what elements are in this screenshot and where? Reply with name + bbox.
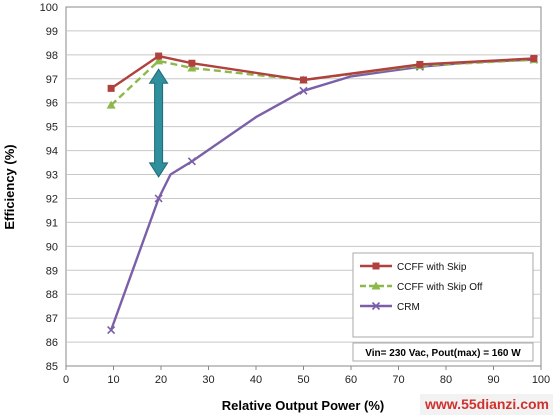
- y-tick-label: 98: [46, 50, 58, 62]
- data-point: [107, 84, 115, 92]
- x-tick-label: 90: [487, 374, 499, 386]
- y-tick-label: 89: [46, 265, 58, 277]
- x-tick-label: 30: [202, 374, 214, 386]
- x-tick-label: 0: [63, 374, 69, 386]
- watermark-text: www.55dianzi.com: [424, 396, 549, 412]
- watermark: www.55dianzi.com: [420, 394, 553, 415]
- y-tick-label: 91: [46, 217, 58, 229]
- x-axis-title: Relative Output Power (%): [222, 398, 385, 413]
- data-point: [187, 63, 197, 72]
- y-tick-label: 87: [46, 313, 58, 325]
- x-tick-label: 70: [392, 374, 404, 386]
- series-ccff-with-skip: [107, 52, 538, 92]
- x-tick-labels: 0 10 20 30 40 50 60 70 80 90 100: [63, 366, 550, 386]
- data-point: [416, 60, 424, 68]
- gridlines: [66, 30, 541, 343]
- watermark-bg: [420, 394, 553, 415]
- y-axis-title: Efficiency (%): [2, 144, 17, 229]
- series-line: [110, 54, 534, 90]
- annotation-text: Vin= 230 Vac, Pout(max) = 160 W: [365, 348, 521, 359]
- y-tick-labels: 85 86 87 88 89 90 91 92 93 94 95 96 97 98 99 100: [40, 2, 58, 373]
- data-point: [371, 281, 381, 290]
- x-tick-label: 100: [532, 374, 550, 386]
- legend-label: CCFF with Skip Off: [397, 282, 483, 293]
- data-point: [300, 76, 307, 84]
- y-tick-label: 95: [46, 122, 58, 134]
- data-point: [154, 194, 163, 203]
- y-tick-label: 93: [46, 170, 58, 182]
- data-point: [371, 301, 381, 311]
- data-point: [187, 157, 196, 166]
- double-arrow: [148, 68, 169, 178]
- data-point: [154, 56, 164, 65]
- y-tick-label: 97: [46, 74, 58, 86]
- y-tick-label: 94: [46, 146, 58, 158]
- legend-label: CCFF with Skip: [397, 262, 467, 273]
- legend-items: CCFF with Skip CCFF with Skip Off CRM: [360, 262, 483, 313]
- x-tick-label: 50: [297, 374, 309, 386]
- y-tick-label: 88: [46, 289, 58, 301]
- series-layer: [106, 52, 539, 335]
- data-point: [106, 100, 116, 109]
- y-tick-label: 96: [46, 98, 58, 110]
- y-tick-label: 100: [40, 2, 58, 14]
- arrow-shape: [148, 68, 169, 178]
- y-tick-label: 85: [46, 361, 58, 373]
- x-tick-label: 80: [440, 374, 452, 386]
- x-tick-label: 20: [155, 374, 167, 386]
- data-point: [155, 52, 163, 60]
- annotation-box: Vin= 230 Vac, Pout(max) = 160 W: [352, 342, 534, 362]
- x-tick-label: 40: [250, 374, 262, 386]
- y-tick-label: 90: [46, 241, 58, 253]
- legend-label: CRM: [397, 302, 420, 313]
- x-tick-label: 60: [345, 374, 357, 386]
- data-point: [372, 262, 380, 270]
- legend: CCFF with Skip CCFF with Skip Off CRM: [352, 252, 534, 338]
- y-tick-label: 99: [46, 26, 58, 38]
- y-tick-label: 92: [46, 193, 58, 205]
- data-point: [530, 54, 538, 62]
- x-tick-label: 10: [107, 374, 119, 386]
- data-point: [188, 59, 196, 67]
- annotation-frame: [352, 342, 534, 362]
- data-point: [107, 326, 116, 335]
- data-point: [299, 86, 308, 95]
- y-tick-label: 86: [46, 337, 58, 349]
